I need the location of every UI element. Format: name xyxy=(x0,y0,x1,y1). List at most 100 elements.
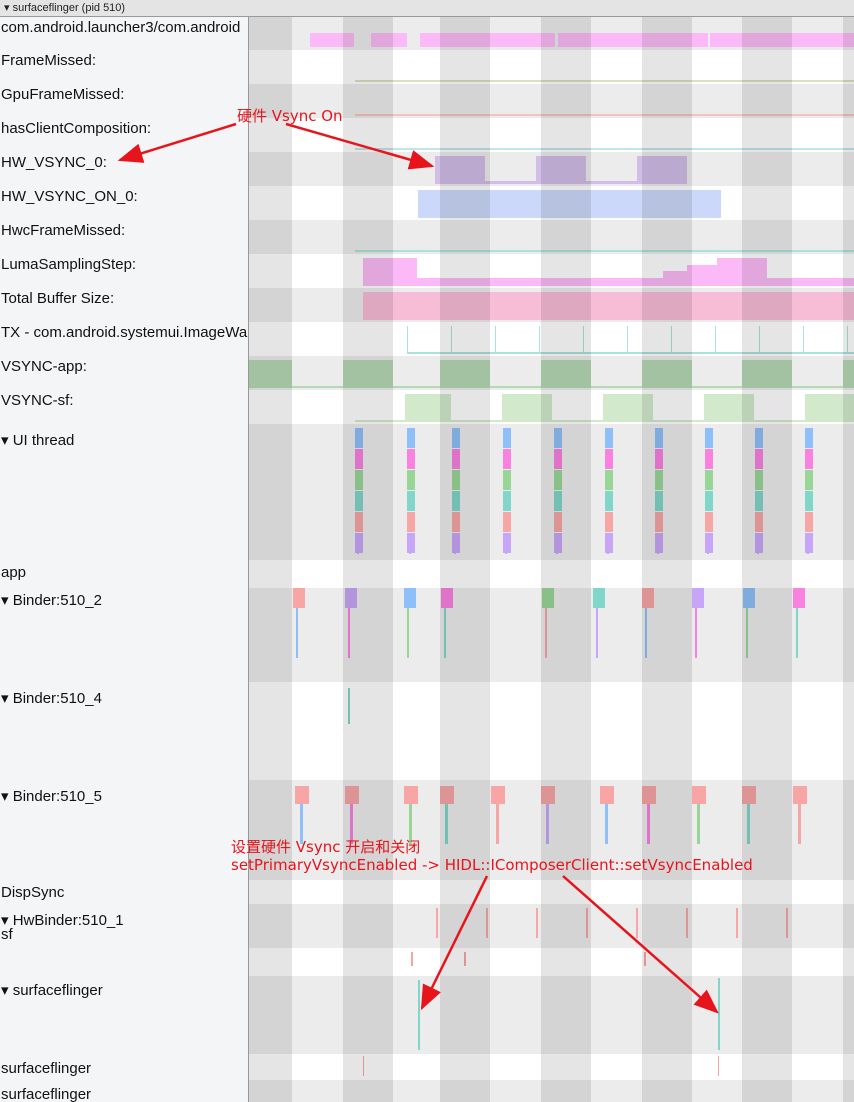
hwbinder-slice[interactable] xyxy=(786,908,788,938)
hwbinder-slice[interactable] xyxy=(486,908,488,938)
luma-step[interactable] xyxy=(717,258,767,286)
ui-thread-slice[interactable] xyxy=(452,470,460,490)
vsync-app-slice[interactable] xyxy=(343,360,393,387)
sf-slice[interactable] xyxy=(411,952,413,966)
track-label[interactable]: surfaceflinger xyxy=(1,1060,92,1077)
track-label[interactable]: LumaSamplingStep: xyxy=(1,256,137,273)
track-row[interactable] xyxy=(249,50,854,84)
ui-thread-slice[interactable] xyxy=(554,428,562,448)
tx-spike[interactable] xyxy=(627,326,628,352)
tx-spike[interactable] xyxy=(671,326,672,352)
binder-slice[interactable] xyxy=(496,804,499,844)
track-row[interactable] xyxy=(249,118,854,152)
vsync-app-slice[interactable] xyxy=(742,360,792,387)
ui-thread-slice[interactable] xyxy=(554,491,562,511)
ui-thread-slice[interactable] xyxy=(605,470,613,490)
binder-slice[interactable] xyxy=(441,588,453,608)
ui-thread-slice[interactable] xyxy=(605,491,613,511)
hwbinder-slice[interactable] xyxy=(536,908,538,938)
hwbinder-slice[interactable] xyxy=(586,908,588,938)
binder-slice[interactable] xyxy=(596,608,598,658)
vsync-sf-slice[interactable] xyxy=(603,394,653,421)
binder-slice[interactable] xyxy=(546,804,549,844)
ui-thread-slice[interactable] xyxy=(355,533,363,553)
binder-slice[interactable] xyxy=(600,786,614,804)
hwbinder-slice[interactable] xyxy=(636,908,638,938)
luma-step[interactable] xyxy=(363,258,417,286)
binder-slice[interactable] xyxy=(348,688,350,724)
binder-slice[interactable] xyxy=(440,786,454,804)
ui-thread-slice[interactable] xyxy=(355,512,363,532)
track-row[interactable] xyxy=(249,1054,854,1080)
binder-slice[interactable] xyxy=(407,608,409,658)
ui-thread-slice[interactable] xyxy=(657,534,659,554)
track-row[interactable] xyxy=(249,948,854,976)
ui-thread-slice[interactable] xyxy=(407,512,415,532)
tx-spike[interactable] xyxy=(715,326,716,352)
hw-vsync-slice[interactable] xyxy=(637,156,687,184)
ui-thread-slice[interactable] xyxy=(503,428,511,448)
binder-slice[interactable] xyxy=(491,786,505,804)
vsync-app-slice[interactable] xyxy=(843,360,854,387)
track-row[interactable] xyxy=(249,1080,854,1102)
binder-slice[interactable] xyxy=(796,608,798,658)
binder-slice[interactable] xyxy=(300,804,303,844)
ui-thread-slice[interactable] xyxy=(655,449,663,469)
ui-thread-slice[interactable] xyxy=(407,470,415,490)
track-label[interactable]: ▾ Binder:510_5 xyxy=(1,788,102,805)
ui-thread-slice[interactable] xyxy=(503,449,511,469)
tx-spike[interactable] xyxy=(539,326,540,352)
ui-thread-slice[interactable] xyxy=(805,533,813,553)
ui-thread-slice[interactable] xyxy=(452,491,460,511)
binder-slice[interactable] xyxy=(697,804,700,844)
ui-thread-slice[interactable] xyxy=(705,470,713,490)
ui-thread-slice[interactable] xyxy=(705,512,713,532)
track-label[interactable]: ▾ Binder:510_4 xyxy=(1,690,102,707)
binder-slice[interactable] xyxy=(798,804,801,844)
vsync-app-baseline[interactable] xyxy=(249,386,854,388)
sf-slice[interactable] xyxy=(644,952,646,966)
ui-thread-slice[interactable] xyxy=(357,534,359,554)
track-row[interactable] xyxy=(249,220,854,254)
ui-thread-slice[interactable] xyxy=(503,512,511,532)
binder-slice[interactable] xyxy=(404,588,416,608)
ui-thread-slice[interactable] xyxy=(407,449,415,469)
binder-slice[interactable] xyxy=(695,608,697,658)
process-header[interactable]: ▾ surfaceflinger (pid 510) xyxy=(0,0,854,17)
binder-slice[interactable] xyxy=(541,786,555,804)
binder-slice[interactable] xyxy=(692,786,706,804)
track-label[interactable]: TX - com.android.systemui.ImageWallpaper xyxy=(1,324,248,341)
binder-slice[interactable] xyxy=(742,786,756,804)
ui-thread-slice[interactable] xyxy=(805,491,813,511)
ui-thread-slice[interactable] xyxy=(705,428,713,448)
counter-launcher[interactable] xyxy=(558,33,708,47)
ui-thread-slice[interactable] xyxy=(755,470,763,490)
vsync-app-slice[interactable] xyxy=(642,360,692,387)
surfaceflinger-slice[interactable] xyxy=(718,1056,719,1076)
track-label[interactable]: sf xyxy=(1,926,13,943)
counter-hwc-frame-missed[interactable] xyxy=(355,250,854,252)
tx-spike[interactable] xyxy=(803,326,804,352)
ui-thread-slice[interactable] xyxy=(452,512,460,532)
surfaceflinger-slice[interactable] xyxy=(363,1056,364,1076)
binder-slice[interactable] xyxy=(404,786,418,804)
counter-client-composition[interactable] xyxy=(355,148,854,150)
ui-thread-slice[interactable] xyxy=(505,534,507,554)
tx-spike[interactable] xyxy=(407,326,408,352)
ui-thread-slice[interactable] xyxy=(454,534,456,554)
vsync-sf-slice[interactable] xyxy=(405,394,451,421)
hwbinder-slice[interactable] xyxy=(736,908,738,938)
binder-slice[interactable] xyxy=(293,588,305,608)
track-label[interactable]: com.android.launcher3/com.android xyxy=(1,19,241,36)
vsync-sf-baseline[interactable] xyxy=(355,420,854,422)
hw-vsync-slice[interactable] xyxy=(536,156,586,184)
set-vsync-enabled-slice[interactable] xyxy=(418,980,420,1050)
binder-slice[interactable] xyxy=(593,588,605,608)
binder-slice[interactable] xyxy=(793,588,805,608)
ui-thread-slice[interactable] xyxy=(655,491,663,511)
binder-slice[interactable] xyxy=(542,588,554,608)
binder-slice[interactable] xyxy=(345,786,359,804)
set-vsync-enabled-slice[interactable] xyxy=(718,978,720,1050)
track-label[interactable]: GpuFrameMissed: xyxy=(1,86,125,103)
binder-slice[interactable] xyxy=(692,588,704,608)
